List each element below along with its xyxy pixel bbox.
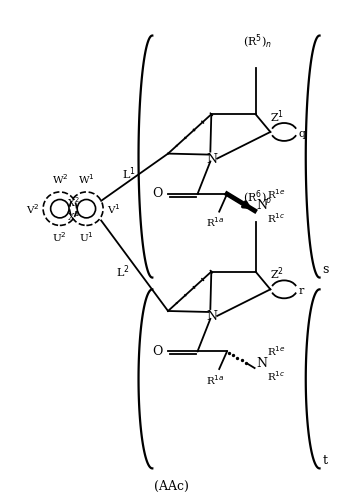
Text: s: s [323, 263, 329, 276]
Text: R$^{1e}$: R$^{1e}$ [267, 344, 286, 358]
Text: W$^{2}$: W$^{2}$ [51, 172, 68, 186]
Text: R$^{1a}$: R$^{1a}$ [206, 373, 224, 387]
Text: R$^{1a}$: R$^{1a}$ [206, 216, 224, 230]
Text: O: O [152, 188, 162, 200]
Text: Z$^{1}$: Z$^{1}$ [270, 108, 284, 124]
Text: (AAc): (AAc) [153, 480, 189, 492]
Text: t: t [323, 454, 327, 467]
Text: W$^{1}$: W$^{1}$ [78, 172, 95, 186]
Text: X$^{1}$: X$^{1}$ [67, 210, 79, 224]
Text: R$^{1c}$: R$^{1c}$ [267, 212, 286, 226]
Text: N: N [256, 199, 268, 212]
Text: N: N [207, 153, 218, 166]
Text: N: N [256, 356, 268, 370]
Text: Z$^{2}$: Z$^{2}$ [270, 266, 284, 282]
Text: V$^{1}$: V$^{1}$ [107, 202, 121, 215]
Text: q: q [299, 129, 306, 139]
Text: N: N [207, 310, 218, 324]
Text: L$^{1}$: L$^{1}$ [122, 165, 136, 182]
Text: O: O [152, 345, 162, 358]
Text: (R$^{6}$)$_{p}$: (R$^{6}$)$_{p}$ [243, 188, 272, 208]
Text: r: r [299, 286, 304, 296]
Text: V$^{2}$: V$^{2}$ [26, 202, 39, 215]
Text: (R$^{5}$)$_{n}$: (R$^{5}$)$_{n}$ [243, 33, 272, 52]
Text: U$^{2}$: U$^{2}$ [53, 230, 67, 244]
Text: R$^{1c}$: R$^{1c}$ [267, 369, 286, 383]
Text: X$^{2}$: X$^{2}$ [67, 195, 79, 208]
Text: U$^{1}$: U$^{1}$ [79, 230, 94, 244]
Text: L$^{2}$: L$^{2}$ [116, 264, 130, 280]
Text: R$^{1e}$: R$^{1e}$ [267, 187, 286, 201]
